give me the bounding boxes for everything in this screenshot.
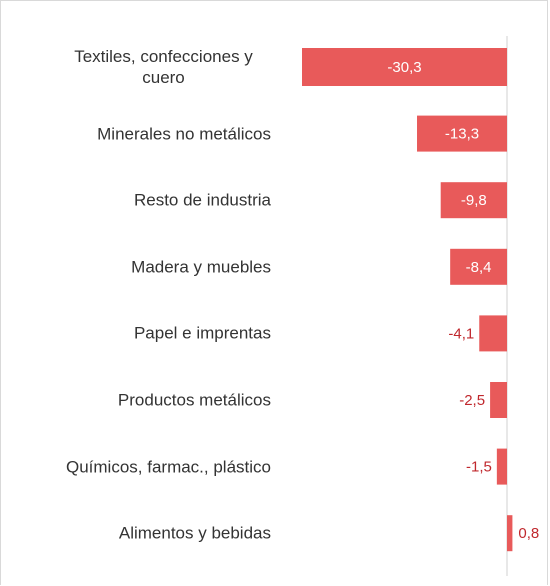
value-label: -30,3 bbox=[387, 59, 421, 76]
value-label: -4,1 bbox=[448, 325, 474, 342]
bar bbox=[440, 182, 507, 219]
bar bbox=[417, 115, 507, 152]
bar bbox=[496, 448, 507, 485]
value-label: -2,5 bbox=[459, 392, 485, 409]
category-text: Resto de industria bbox=[133, 190, 271, 210]
category-text: Papel e imprentas bbox=[133, 323, 271, 343]
category-label: Minerales no metálicos bbox=[31, 123, 271, 144]
category-label: Papel e imprentas bbox=[31, 323, 271, 344]
category-text: Alimentos y bebidas bbox=[118, 523, 271, 543]
value-label: -9,8 bbox=[461, 192, 487, 209]
bar bbox=[302, 48, 507, 86]
category-text: Textiles, confecciones y cuero bbox=[74, 47, 253, 87]
category-text: Químicos, farmac., plástico bbox=[65, 457, 271, 477]
category-label: Productos metálicos bbox=[31, 390, 271, 411]
value-label: -13,3 bbox=[445, 126, 479, 143]
category-label: Madera y muebles bbox=[31, 256, 271, 277]
value-label: -1,5 bbox=[466, 459, 492, 476]
category-text: Minerales no metálicos bbox=[97, 124, 271, 144]
bar bbox=[450, 248, 507, 285]
category-label: Textiles, confecciones y cuero bbox=[31, 46, 271, 88]
value-label: -8,4 bbox=[466, 259, 492, 276]
value-label: 0,8 bbox=[518, 525, 539, 542]
category-text: Madera y muebles bbox=[131, 257, 271, 277]
category-text: Productos metálicos bbox=[117, 390, 271, 410]
bar bbox=[490, 382, 507, 418]
category-label: Alimentos y bebidas bbox=[31, 523, 271, 544]
category-label: Químicos, farmac., plástico bbox=[31, 456, 271, 477]
bar bbox=[479, 315, 507, 352]
bar bbox=[507, 515, 513, 552]
category-label: Resto de industria bbox=[31, 190, 271, 211]
